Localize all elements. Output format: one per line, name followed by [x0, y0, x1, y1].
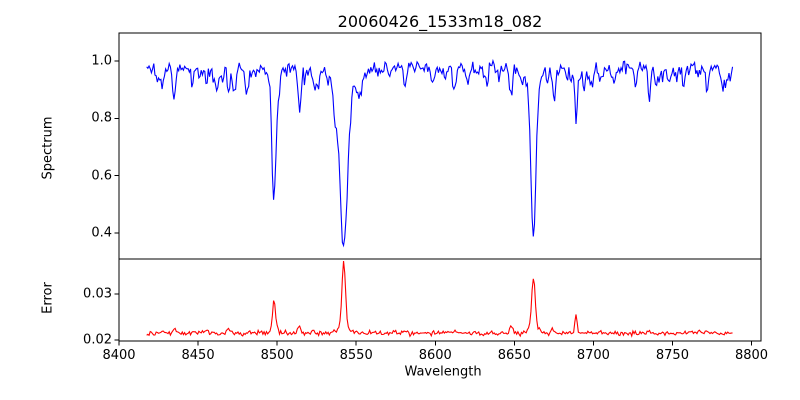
spectrum-y-tick-label: 1.0 — [91, 53, 112, 69]
x-tick-label: 8600 — [418, 348, 452, 363]
x-tick-label: 8550 — [339, 348, 373, 363]
spectrum-y-tick-label: 0.4 — [91, 225, 112, 241]
x-tick-label: 8700 — [576, 348, 610, 363]
error-y-tick-label: 0.02 — [83, 332, 112, 348]
x-tick-label: 8750 — [655, 348, 689, 363]
x-tick-label: 8500 — [260, 348, 294, 363]
error-line — [146, 260, 733, 338]
wavelength-x-axis-label: Wavelength — [404, 364, 482, 380]
x-tick-label: 8450 — [181, 348, 215, 363]
chart-title: 20060426_1533m18_082 — [337, 12, 543, 31]
spectrum-line — [146, 58, 734, 248]
error-y-axis-label: Error — [40, 282, 56, 314]
error-y-tick-label: 0.03 — [83, 286, 112, 302]
spectrum-y-tick-label: 0.6 — [91, 168, 112, 184]
x-tick-label: 8800 — [734, 348, 769, 363]
spectrum-axes-box — [118, 32, 762, 260]
error-axes-box — [118, 258, 762, 342]
x-tick-label: 8400 — [102, 348, 136, 363]
spectrum-y-tick-label: 0.8 — [91, 110, 112, 126]
spectrum-y-axis-label: Spectrum — [40, 116, 56, 180]
x-tick-label: 8650 — [497, 348, 531, 363]
